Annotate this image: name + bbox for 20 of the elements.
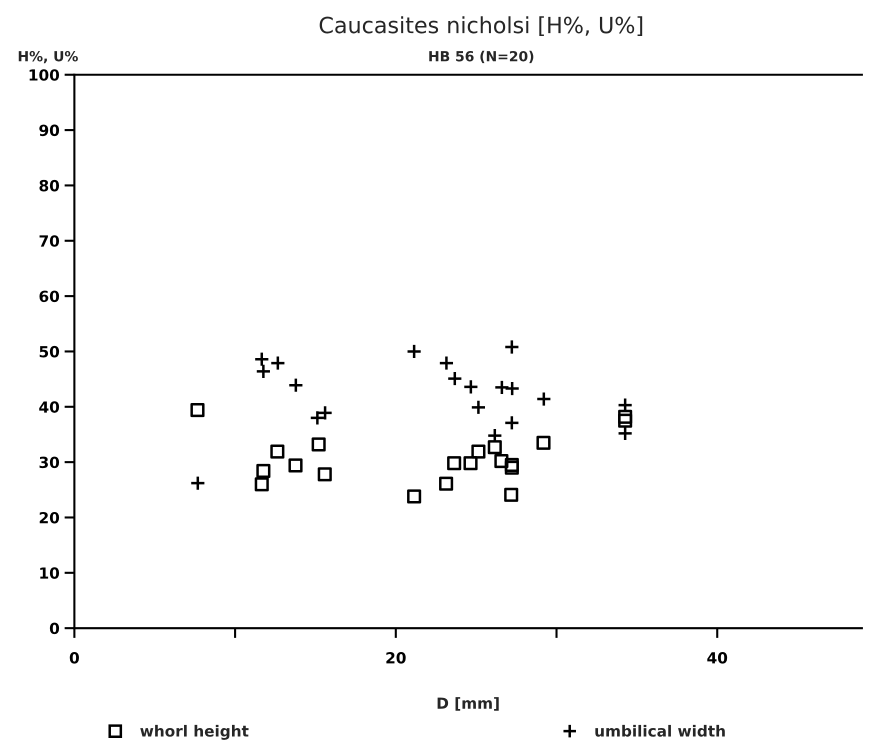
y-tick-label: 80 bbox=[39, 180, 60, 192]
y-tick-label: 10 bbox=[40, 567, 60, 579]
x-axis-title: D [mm] bbox=[438, 697, 499, 711]
y-tick-label: 30 bbox=[40, 456, 60, 468]
chart-title: Caucasites nicholsi [H%, U%] bbox=[320, 16, 642, 36]
y-tick-label: 100 bbox=[30, 69, 60, 81]
y-tick-label: 40 bbox=[39, 401, 60, 413]
y-tick-label: 20 bbox=[40, 512, 60, 524]
y-tick-label: 90 bbox=[39, 124, 60, 136]
chart-subtitle: HB 56 (N=20) bbox=[429, 50, 534, 64]
y-tick-label: 0 bbox=[50, 622, 60, 634]
x-tick-label: 20 bbox=[386, 652, 406, 664]
legend-label: umbilical width bbox=[595, 724, 725, 737]
x-tick-label: 0 bbox=[70, 652, 79, 664]
y-tick-label: 60 bbox=[39, 290, 60, 302]
x-tick-label: 40 bbox=[707, 652, 728, 664]
legend-label: whorl height bbox=[140, 724, 249, 740]
y-tick-label: 50 bbox=[40, 346, 60, 358]
y-axis-title: H%, U% bbox=[18, 50, 78, 64]
y-tick-label: 70 bbox=[40, 235, 60, 247]
